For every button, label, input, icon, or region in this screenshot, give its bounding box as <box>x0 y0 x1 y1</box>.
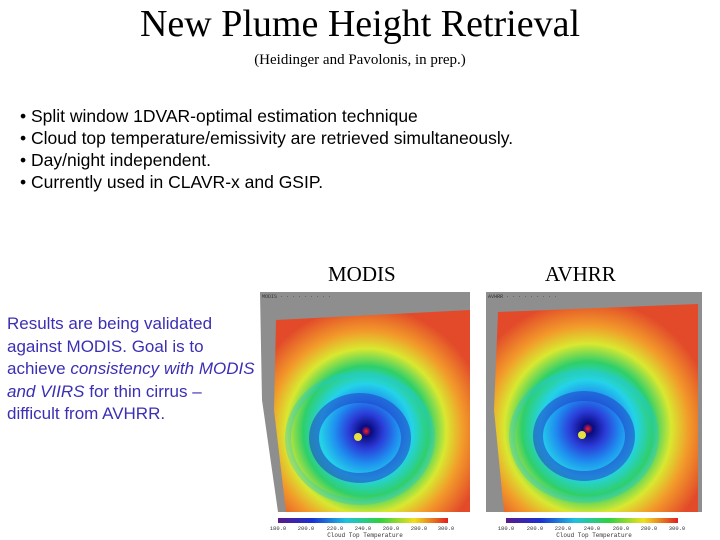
colorbar-tick: 200.0 <box>298 525 315 532</box>
image-header: MODIS · · · · · · · · · <box>262 294 331 300</box>
colorbar-title: Cloud Top Temperature <box>327 532 403 539</box>
image-header: AVHRR · · · · · · · · · <box>488 294 557 300</box>
colorbar-tick: 220.0 <box>327 525 344 532</box>
note-text: Results are being validated against MODI… <box>7 314 213 378</box>
modis-caption: MODIS <box>328 262 396 286</box>
colorbar-tick: 300.0 <box>669 525 686 532</box>
colorbar-tick: 260.0 <box>383 525 400 532</box>
colorbar-tick: 240.0 <box>355 525 372 532</box>
bullet-item: • Day/night independent. <box>20 150 211 170</box>
validation-note: Results are being validated against MODI… <box>7 313 257 426</box>
colorbar-tick: 220.0 <box>555 525 572 532</box>
colorbar-tick: 180.0 <box>498 525 515 532</box>
colorbar-tick: 280.0 <box>411 525 428 532</box>
slide-title: New Plume Height Retrieval <box>139 3 581 45</box>
colorbar-tick: 180.0 <box>270 525 287 532</box>
colorbar-tick: 260.0 <box>613 525 630 532</box>
avhrr-caption: AVHRR <box>545 262 616 286</box>
bullet-item: • Cloud top temperature/emissivity are r… <box>20 128 514 148</box>
colorbar-tick: 300.0 <box>438 525 455 532</box>
avhrr-image: AVHRR · · · · · · · · · Cloud Top Temper… <box>484 290 704 540</box>
bullet-item: • Split window 1DVAR-optimal estimation … <box>20 106 418 126</box>
slide-subtitle: (Heidinger and Pavolonis, in prep.) <box>254 52 466 68</box>
note-emphasis: consistency with MODIS and VIIRS <box>7 359 255 401</box>
modis-image: MODIS · · · · · · · · · Cloud Top Temper… <box>256 290 474 540</box>
bullet-list: • Split window 1DVAR-optimal estimation … <box>20 105 513 193</box>
colorbar-tick: 200.0 <box>527 525 544 532</box>
note-text: for thin cirrus – difficult from AVHRR. <box>7 381 202 424</box>
colorbar-tick: 280.0 <box>641 525 658 532</box>
colorbar-tick: 240.0 <box>584 525 601 532</box>
bullet-item: • Currently used in CLAVR-x and GSIP. <box>20 172 324 192</box>
colorbar-title: Cloud Top Temperature <box>556 532 632 539</box>
